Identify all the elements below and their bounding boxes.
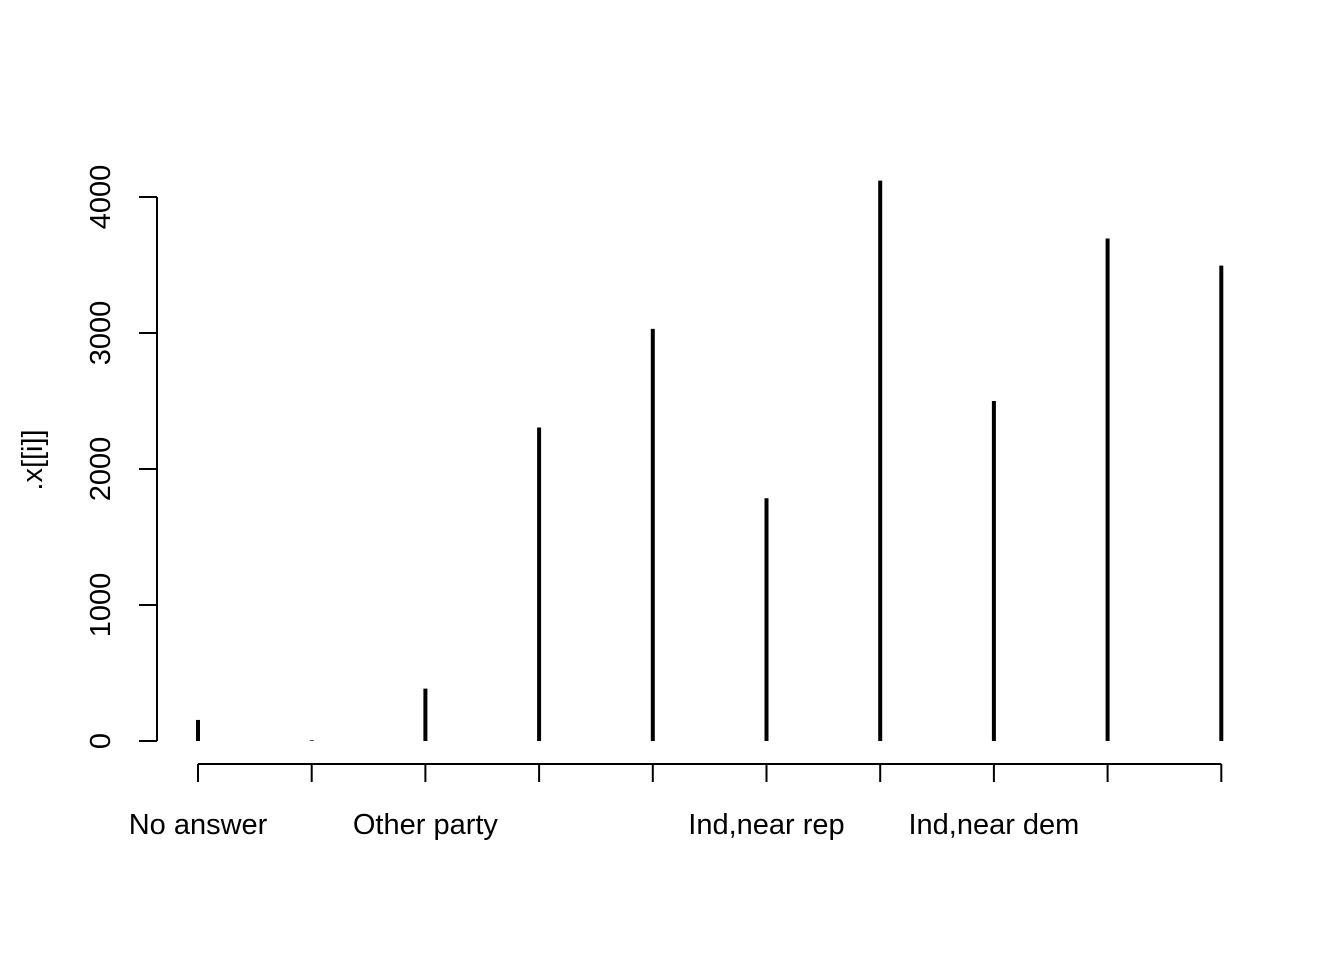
x-tick-label: Ind,near rep [688, 809, 844, 841]
y-axis: 0 1000 2000 3000 4000 [85, 165, 158, 749]
bars-group [196, 180, 1224, 741]
x-tick-label: No answer [129, 809, 268, 841]
y-tick-label: 3000 [85, 301, 117, 366]
x-tick-label: Other party [353, 809, 499, 841]
y-tick-label: 4000 [85, 165, 117, 230]
y-tick-label: 0 [85, 733, 117, 749]
x-axis: No answer Other party Ind,near rep Ind,near… [129, 763, 1223, 841]
x-tick-label: Ind,near dem [908, 809, 1079, 841]
y-tick-label: 2000 [85, 437, 117, 502]
y-axis-label: .x[[i]] [17, 429, 49, 490]
y-tick-label: 1000 [85, 573, 117, 638]
